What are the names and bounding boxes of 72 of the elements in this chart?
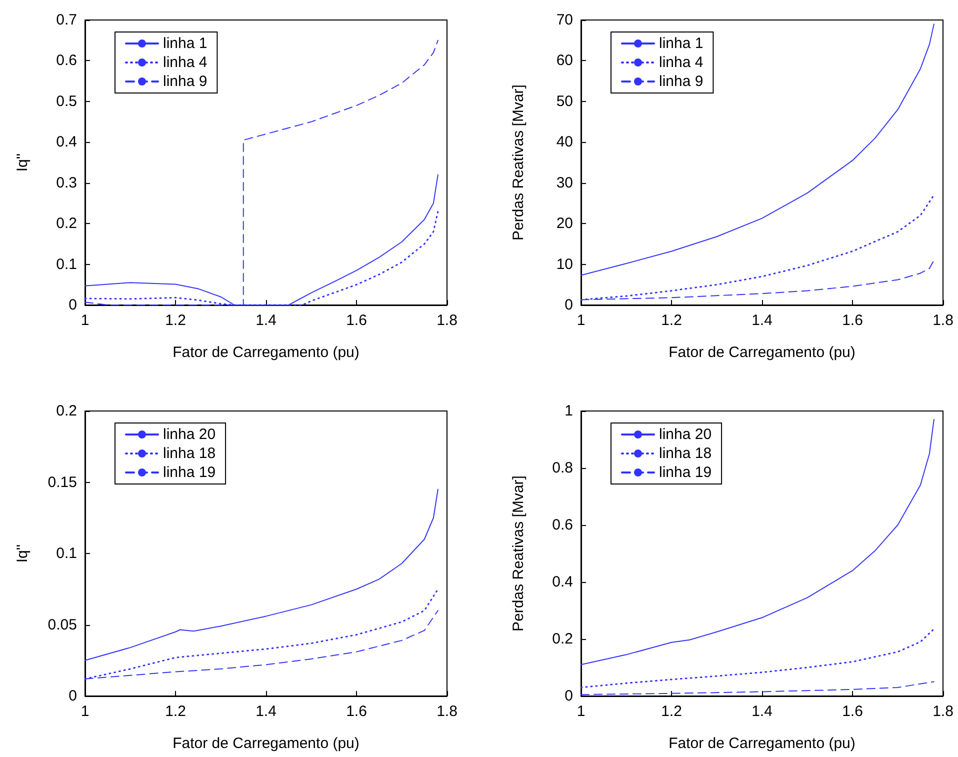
legend-label: linha 18 xyxy=(163,445,216,462)
y-tick-label: 70 xyxy=(556,12,573,28)
y-tick-label: 30 xyxy=(556,174,573,192)
legend-label: linha 1 xyxy=(659,35,704,52)
y-tick-label: 0.3 xyxy=(56,174,77,192)
x-tick-label: 1.8 xyxy=(932,312,954,329)
x-tick-label: 1.8 xyxy=(932,703,954,720)
legend-label: linha 4 xyxy=(659,54,704,71)
y-tick-label: 0.4 xyxy=(552,574,573,590)
line-series xyxy=(580,24,934,276)
x-tick-label: 1.2 xyxy=(661,312,682,329)
legend-label: linha 19 xyxy=(163,464,216,481)
y-tick-label: 0.2 xyxy=(552,630,573,648)
y-tick-label: 0 xyxy=(564,688,573,704)
x-tick-label: 1.6 xyxy=(346,703,367,720)
y-axis-title: Perdas Reativas [Mvar] xyxy=(510,476,527,632)
y-tick-label: 0.4 xyxy=(56,134,77,151)
y-tick-label: 0.8 xyxy=(552,460,573,476)
line-series xyxy=(580,628,935,688)
y-tick-label: 0.2 xyxy=(56,215,77,232)
y-tick-label: 0 xyxy=(68,296,77,314)
x-axis-title: Fator de Carregamento (pu) xyxy=(172,735,360,752)
y-axis-title: Perdas Reativas [Mvar] xyxy=(510,84,527,240)
x-tick-label: 1.4 xyxy=(256,703,276,720)
y-tick-label: 60 xyxy=(556,52,573,70)
y-tick-label: 0 xyxy=(68,688,77,704)
x-tick-label: 1 xyxy=(80,312,90,329)
y-tick-label: 0.6 xyxy=(552,516,573,534)
legend-label: linha 9 xyxy=(659,73,704,90)
y-axis-title: Iq'' xyxy=(14,544,31,563)
line-series xyxy=(84,488,438,661)
x-tick-label: 1.2 xyxy=(661,703,682,720)
legend-label: linha 20 xyxy=(659,426,712,443)
x-tick-label: 1.4 xyxy=(256,312,276,329)
y-tick-label: 40 xyxy=(556,134,573,151)
y-tick-label: 0 xyxy=(564,296,573,314)
legend-label: linha 19 xyxy=(659,464,712,481)
x-tick-label: 1.2 xyxy=(165,312,186,329)
legend-label: linha 18 xyxy=(659,445,712,462)
y-tick-label: 0.15 xyxy=(48,474,77,491)
x-tick-label: 1.8 xyxy=(436,312,458,329)
x-tick-label: 1 xyxy=(576,312,586,329)
y-tick-label: 1 xyxy=(564,402,573,420)
legend-label: linha 1 xyxy=(163,35,208,52)
y-tick-label: 0.5 xyxy=(56,92,77,110)
y-tick-label: 50 xyxy=(556,92,573,110)
x-tick-label: 1 xyxy=(576,703,586,720)
y-tick-label: 0.2 xyxy=(56,402,77,420)
y-tick-label: 0.1 xyxy=(56,256,77,273)
x-tick-label: 1.6 xyxy=(842,703,863,720)
line-series xyxy=(580,419,934,666)
x-tick-label: 1 xyxy=(80,703,90,720)
x-axis-title: Fator de Carregamento (pu) xyxy=(668,735,856,752)
y-tick-label: 0.7 xyxy=(56,12,77,28)
x-tick-label: 1.6 xyxy=(842,312,863,329)
x-axis-title: Fator de Carregamento (pu) xyxy=(668,344,856,361)
x-tick-label: 1.4 xyxy=(752,703,772,720)
y-tick-label: 20 xyxy=(556,215,573,232)
y-tick-label: 0.1 xyxy=(56,545,77,562)
y-tick-label: 0.05 xyxy=(48,616,77,634)
y-tick-label: 0.6 xyxy=(56,52,77,70)
x-axis-title: Fator de Carregamento (pu) xyxy=(172,344,360,361)
x-tick-label: 1.4 xyxy=(752,312,772,329)
x-tick-label: 1.8 xyxy=(436,703,458,720)
legend-label: linha 4 xyxy=(163,54,208,71)
line-series xyxy=(580,681,934,696)
legend-label: linha 9 xyxy=(163,73,208,90)
x-tick-label: 1.6 xyxy=(346,312,367,329)
x-tick-label: 1.2 xyxy=(165,703,186,720)
y-tick-label: 10 xyxy=(556,256,573,273)
y-axis-title: Iq'' xyxy=(14,153,31,172)
legend-label: linha 20 xyxy=(163,426,216,443)
